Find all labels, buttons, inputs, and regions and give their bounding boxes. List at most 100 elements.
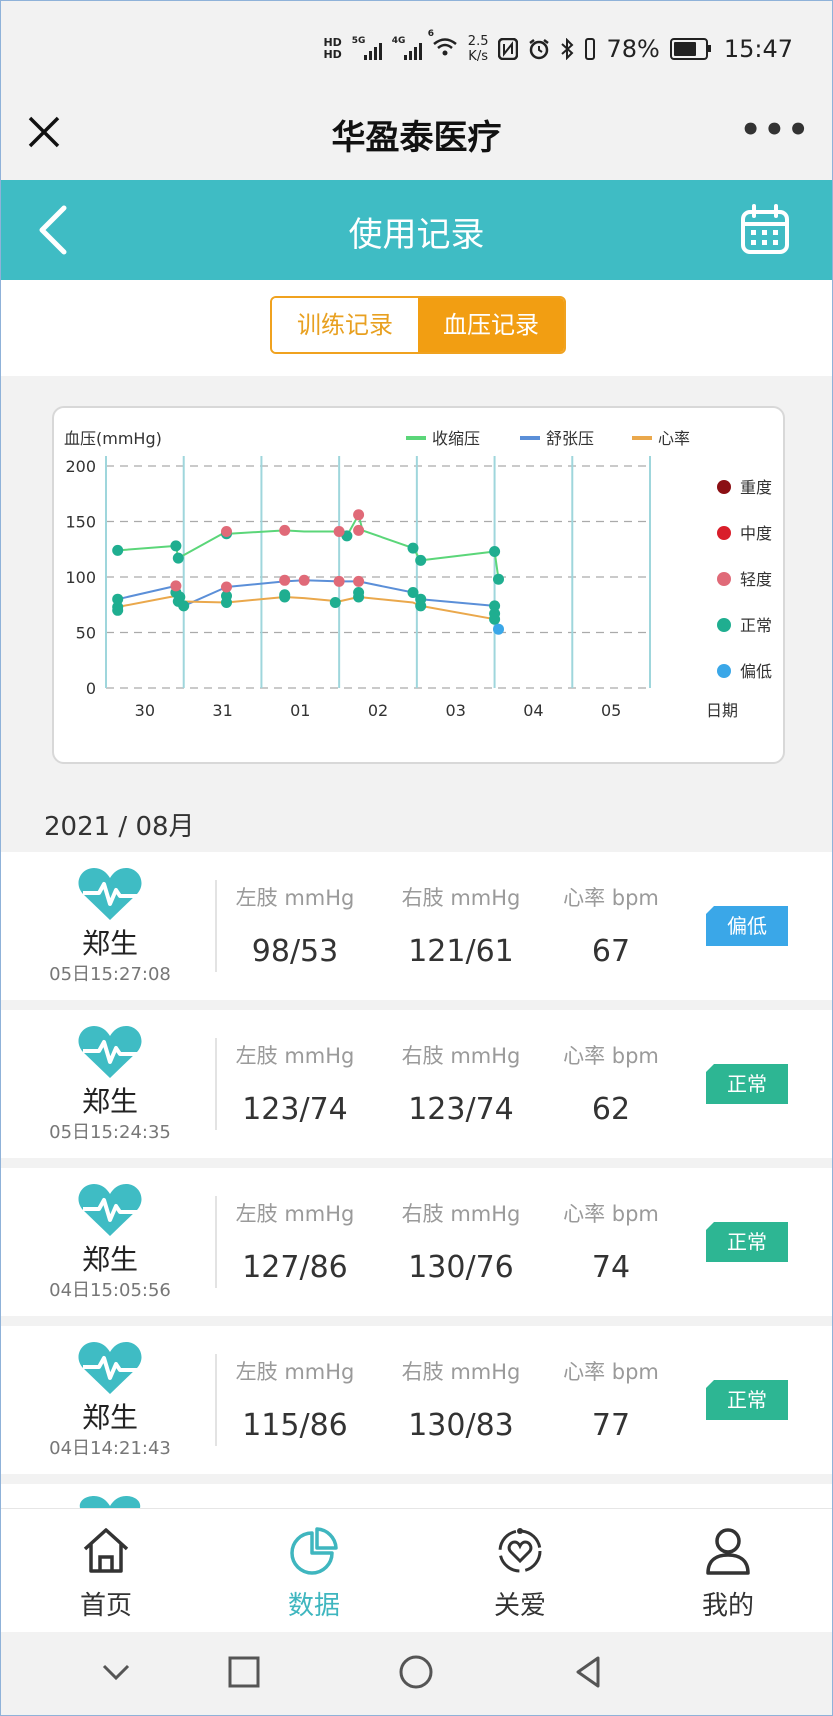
- left-limb-label: 左肢 mmHg: [235, 1044, 355, 1068]
- right-limb-column: 右肢 mmHg 130/83: [366, 1356, 556, 1443]
- divider: [215, 1038, 217, 1130]
- left-limb-column: 左肢 mmHg 115/86: [200, 1356, 390, 1443]
- divider: [215, 1354, 217, 1446]
- network-type-label: 4G: [391, 36, 406, 46]
- right-limb-value: 123/74: [408, 1092, 514, 1127]
- data-point-marker: [489, 546, 501, 557]
- status-badge: 偏低: [706, 906, 788, 946]
- right-limb-column: 右肢 mmHg 123/74: [366, 1040, 556, 1127]
- data-point-marker: [279, 591, 291, 603]
- data-point-marker: [415, 554, 427, 566]
- record-time: 05日15:27:08: [49, 964, 171, 985]
- back-arrow-icon[interactable]: [30, 202, 86, 258]
- tab-bp-records[interactable]: 血压记录: [418, 298, 564, 352]
- divider: [215, 1196, 217, 1288]
- data-point-marker: [493, 573, 504, 585]
- bluetooth-icon: [561, 38, 574, 60]
- right-limb-label: 右肢 mmHg: [401, 1044, 521, 1068]
- left-limb-value: 127/86: [242, 1250, 348, 1285]
- data-point-marker: [353, 509, 365, 521]
- left-limb-value: 115/86: [242, 1408, 348, 1443]
- home-circle-icon[interactable]: [396, 1652, 436, 1692]
- data-point-marker: [112, 593, 124, 605]
- left-limb-value: 98/53: [251, 934, 339, 969]
- battery-icon: [669, 38, 711, 60]
- left-limb-label: 左肢 mmHg: [235, 1360, 355, 1384]
- y-tick-label: 0: [86, 679, 96, 698]
- status-legend-dot: [717, 480, 731, 494]
- segment-bar: 训练记录 血压记录: [0, 280, 833, 376]
- tab-data[interactable]: 数据: [210, 1509, 418, 1633]
- bottom-tab-bar: 首页 数据 关爱 我的: [0, 1508, 833, 1633]
- heartbeat-icon: [78, 1342, 142, 1394]
- calendar-icon[interactable]: [737, 202, 793, 258]
- data-point-marker: [221, 526, 232, 537]
- care-heart-icon: [498, 1528, 542, 1573]
- nfc-icon: [498, 38, 519, 60]
- data-point-marker: [170, 580, 182, 592]
- more-options-button[interactable]: •••: [739, 110, 811, 150]
- alarm-icon: [529, 39, 550, 60]
- status-legend-label: 正常: [740, 616, 772, 635]
- record-item[interactable]: 郑生 05日15:27:08 左肢 mmHg 98/53 右肢 mmHg 121/6…: [0, 852, 833, 1000]
- legend-label: 收缩压: [432, 429, 480, 448]
- speed-unit: K/s: [468, 49, 488, 64]
- heartbeat-icon: [78, 1184, 142, 1236]
- right-limb-label: 右肢 mmHg: [401, 1202, 521, 1226]
- record-item[interactable]: 郑生 04日14:21:43 左肢 mmHg 115/86 右肢 mmHg 130/…: [0, 1326, 833, 1474]
- x-tick-label: 05: [601, 701, 621, 720]
- heart-rate-label: 心率 bpm: [563, 1360, 659, 1384]
- pie-chart-icon: [290, 1527, 338, 1575]
- x-tick-label: 01: [290, 701, 310, 720]
- recent-apps-icon[interactable]: [224, 1652, 264, 1692]
- tab-training-records[interactable]: 训练记录: [272, 298, 418, 352]
- record-time: 04日15:05:56: [49, 1280, 171, 1301]
- tab-label: 数据: [287, 1591, 340, 1621]
- heart-rate-label: 心率 bpm: [563, 886, 659, 910]
- cellular-signal-icon: 4G: [391, 36, 422, 60]
- data-point-marker: [333, 575, 345, 587]
- hd-label: HD: [323, 36, 342, 49]
- heart-rate-value: 62: [591, 1092, 631, 1127]
- record-type-toggle: 训练记录 血压记录: [270, 296, 566, 354]
- right-limb-value: 121/61: [408, 934, 514, 969]
- status-badge: 正常: [706, 1064, 788, 1104]
- tab-home[interactable]: 首页: [2, 1509, 210, 1633]
- heart-rate-column: 心率 bpm 77: [516, 1356, 706, 1443]
- tab-mine[interactable]: 我的: [624, 1509, 832, 1633]
- tab-label: 我的: [701, 1591, 754, 1621]
- status-badge: 正常: [706, 1222, 788, 1262]
- data-point-marker: [221, 581, 232, 593]
- data-point-marker: [489, 613, 501, 625]
- y-axis-label: 血压(mmHg): [64, 429, 162, 448]
- divider: [215, 880, 217, 972]
- heart-rate-column: 心率 bpm 67: [516, 882, 706, 969]
- tab-label: 首页: [79, 1591, 132, 1621]
- status-legend-label: 偏低: [740, 662, 772, 681]
- record-item[interactable]: 郑生 05日15:24:35 左肢 mmHg 123/74 右肢 mmHg 123/…: [0, 1010, 833, 1158]
- wifi-label: 6: [427, 29, 435, 39]
- chevron-down-icon[interactable]: [96, 1652, 136, 1692]
- patient-name: 郑生: [81, 1243, 138, 1276]
- data-point-marker: [415, 600, 427, 612]
- hd-indicator: HD HD: [323, 37, 341, 61]
- status-legend-dot: [717, 618, 731, 632]
- left-limb-column: 左肢 mmHg 127/86: [200, 1198, 390, 1285]
- patient-name: 郑生: [81, 1401, 138, 1434]
- left-limb-label: 左肢 mmHg: [235, 1202, 355, 1226]
- x-tick-label: 30: [135, 701, 155, 720]
- network-speed: 2.5 K/s: [468, 34, 489, 64]
- data-point-marker: [407, 542, 419, 554]
- speed-value: 2.5: [467, 34, 489, 49]
- close-icon[interactable]: [24, 112, 64, 152]
- right-limb-column: 右肢 mmHg 121/61: [366, 882, 556, 969]
- home-icon: [83, 1528, 129, 1573]
- left-limb-value: 123/74: [242, 1092, 348, 1127]
- data-point-marker: [170, 540, 182, 552]
- tab-care[interactable]: 关爱: [416, 1509, 624, 1633]
- back-triangle-icon[interactable]: [568, 1652, 608, 1692]
- status-legend-label: 中度: [740, 524, 772, 543]
- data-point-marker: [298, 574, 310, 586]
- record-item[interactable]: 郑生 04日15:05:56 左肢 mmHg 127/86 右肢 mmHg 130/…: [0, 1168, 833, 1316]
- x-axis-label: 日期: [706, 701, 738, 720]
